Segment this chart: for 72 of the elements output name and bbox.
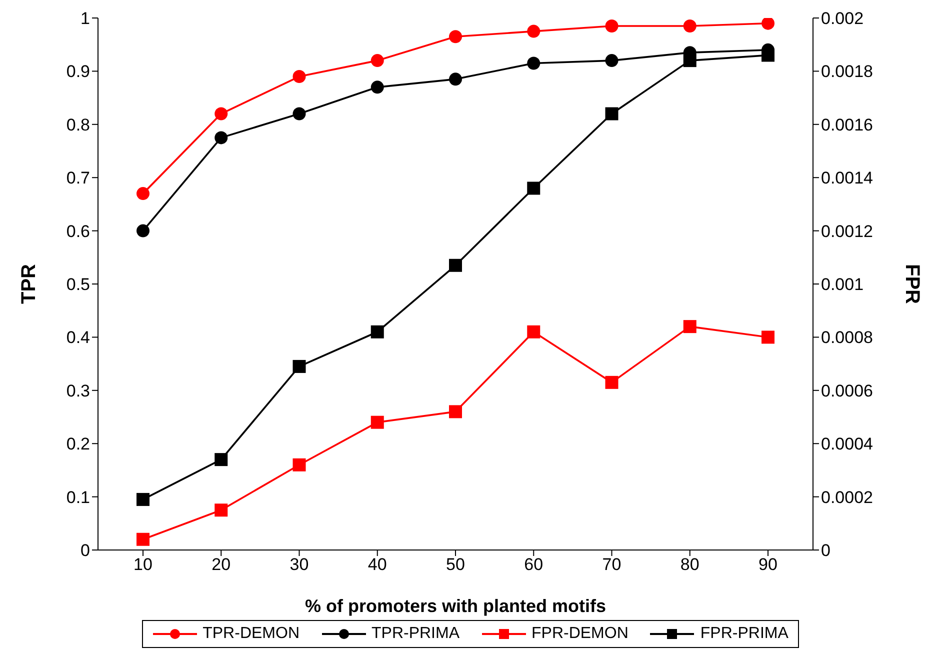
y-axis-title: TPR <box>18 263 40 304</box>
point <box>527 325 540 338</box>
y-tick-label: 0.6 <box>66 222 90 241</box>
y-tick-label: 0.7 <box>66 168 90 188</box>
x-tick-label: 90 <box>758 555 778 574</box>
x-tick-label: 30 <box>290 555 309 574</box>
y-tick-label: 0.4 <box>66 328 90 348</box>
point <box>527 24 540 38</box>
y2-tick-label: 0.0018 <box>821 62 873 82</box>
legend-label: TPR-PRIMA <box>372 625 460 643</box>
point <box>527 56 540 70</box>
point <box>136 532 150 546</box>
x-tick-label: 70 <box>602 555 622 574</box>
y2-tick-label: 0.0008 <box>821 328 873 348</box>
point <box>136 492 150 506</box>
x-tick-label: 20 <box>212 555 231 574</box>
point <box>762 48 774 62</box>
point <box>449 72 462 86</box>
y-tick-label: 1 <box>80 9 90 28</box>
x-tick-label: 40 <box>368 555 387 574</box>
y-tick-label: 0.9 <box>66 62 90 82</box>
x-tick-label: 80 <box>680 555 700 574</box>
point <box>527 182 540 195</box>
x-axis-title: % of promoters with planted motifs <box>304 596 606 616</box>
y2-axis-title: FPR <box>900 264 923 305</box>
point <box>683 320 696 334</box>
y-tick-label: 0.2 <box>66 434 90 454</box>
y-tick-label: 0.8 <box>66 115 90 134</box>
y-tick-label: 0.3 <box>66 381 90 400</box>
y-tick-label: 0.1 <box>66 488 90 507</box>
y2-tick-label: 0.0014 <box>821 168 873 188</box>
y2-tick-label: 0.002 <box>821 9 864 28</box>
point <box>449 258 462 272</box>
point <box>214 131 228 144</box>
point <box>370 325 384 338</box>
point <box>605 54 618 68</box>
y2-tick-label: 0 <box>821 541 830 560</box>
y-tick-label: 0.5 <box>66 275 90 294</box>
point <box>683 19 696 32</box>
y2-tick-label: 0.0006 <box>821 381 873 400</box>
y2-tick-label: 0.0012 <box>821 222 873 241</box>
point <box>605 19 618 32</box>
y-tick-label: 0 <box>80 541 90 560</box>
point <box>605 107 618 120</box>
x-tick-label: 60 <box>524 555 544 574</box>
point <box>214 453 228 466</box>
point <box>762 330 774 344</box>
x-tick-label: 10 <box>134 555 152 574</box>
legend-label: FPR-PRIMA <box>700 625 788 643</box>
point <box>292 360 306 373</box>
point <box>370 416 384 429</box>
point <box>762 18 774 30</box>
x-tick-label: 50 <box>446 555 465 574</box>
y2-tick-label: 0.0016 <box>821 115 873 134</box>
point <box>136 224 150 238</box>
point <box>370 80 384 94</box>
y2-tick-label: 0.0004 <box>821 434 873 454</box>
point <box>370 54 384 68</box>
legend-label: FPR-DEMON <box>532 625 628 643</box>
point <box>449 30 462 44</box>
point <box>605 376 618 389</box>
point <box>214 107 228 120</box>
point <box>136 187 150 200</box>
y2-tick-label: 0.0002 <box>821 488 873 507</box>
point <box>449 405 462 418</box>
point <box>214 504 228 517</box>
point <box>292 458 306 472</box>
legend-label: TPR-DEMON <box>202 625 300 643</box>
point <box>292 70 306 84</box>
point <box>292 107 306 120</box>
y2-tick-label: 0.001 <box>821 275 864 294</box>
point <box>683 54 696 68</box>
